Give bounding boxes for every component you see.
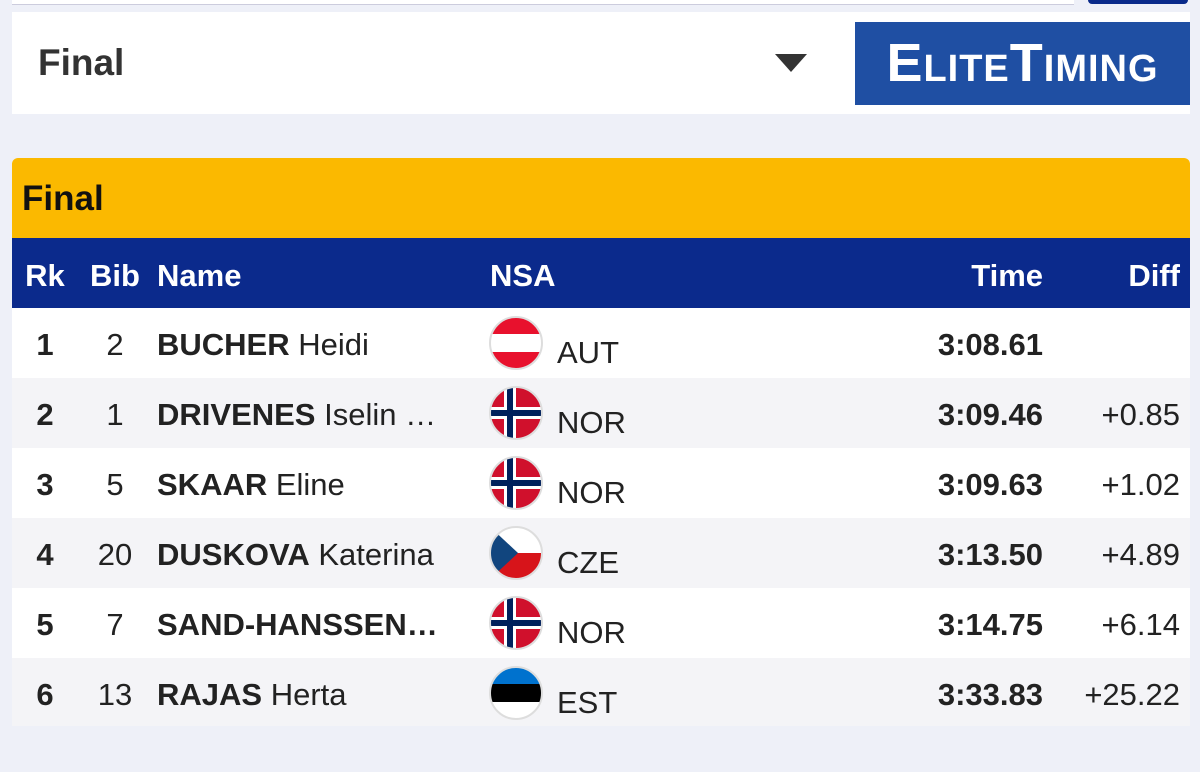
column-label: Bib [90, 258, 140, 293]
column-label: Rk [25, 258, 65, 293]
diff: +0.85 [1101, 397, 1180, 432]
top-button[interactable] [1088, 0, 1188, 4]
bib: 2 [106, 327, 124, 362]
diff: +25.22 [1084, 677, 1180, 712]
surname: BUCHER [157, 327, 290, 362]
table-title-bar: Final [12, 158, 1190, 238]
given-name: Katerina [318, 537, 434, 572]
athlete-name: DUSKOVA Katerina [157, 537, 434, 573]
bib: 13 [97, 677, 133, 712]
nsa: AUT [557, 335, 619, 370]
given-name: Herta [270, 677, 347, 712]
rank: 1 [36, 327, 54, 362]
bib: 20 [97, 537, 133, 572]
time: 3:09.63 [937, 467, 1043, 502]
nsa: EST [557, 685, 618, 720]
given-name: Iselin … [324, 397, 437, 432]
bib: 7 [106, 607, 124, 642]
bib: 1 [106, 397, 124, 432]
surname: DRIVENES [157, 397, 316, 432]
diff: +6.14 [1101, 607, 1180, 642]
rank: 5 [36, 607, 54, 642]
flag [489, 316, 543, 370]
race-select[interactable]: Final [38, 42, 125, 83]
result-row: 5 7 SAND-HANSSEN… NOR 3:14.75 +6.14 [12, 588, 1190, 658]
given-name: Eline [275, 467, 345, 502]
result-row: 3 5 SKAAR Eline NOR 3:09.63 +1.02 [12, 448, 1190, 518]
surname: SKAAR [157, 467, 268, 502]
athlete-name: SAND-HANSSEN… [157, 607, 438, 643]
time: 3:13.50 [937, 537, 1043, 572]
result-row: 2 1 DRIVENES Iselin … NOR 3:09.46 +0.85 [12, 378, 1190, 448]
results-table: Final Rk Bib Name NSA Time Diff 1 2 BUCHER Heid… [12, 158, 1190, 726]
top-strip [12, 0, 1074, 5]
result-row: 1 2 BUCHER Heidi AUT 3:08.61 [12, 308, 1190, 378]
rank: 2 [36, 397, 54, 432]
time: 3:33.83 [937, 677, 1043, 712]
given-name: Heidi [298, 327, 369, 362]
result-row: 4 20 DUSKOVA Katerina CZE 3:13.50 +4.89 [12, 518, 1190, 588]
column-label: Diff [1128, 258, 1180, 293]
athlete-name: DRIVENES Iselin … [157, 397, 436, 433]
diff: +1.02 [1101, 467, 1180, 502]
athlete-name: BUCHER Heidi [157, 327, 369, 363]
header: Final EliteTiming [12, 12, 1190, 114]
dropdown-caret[interactable] [775, 54, 807, 72]
logo[interactable]: EliteTiming [855, 22, 1190, 105]
rank: 6 [36, 677, 54, 712]
time: 3:14.75 [937, 607, 1043, 642]
flag [489, 596, 543, 650]
flag [489, 386, 543, 440]
table-title: Final [22, 179, 104, 218]
column-label: Name [157, 258, 242, 293]
athlete-name: RAJAS Herta [157, 677, 347, 713]
flag [489, 666, 543, 720]
flag [489, 526, 543, 580]
column-label: Time [971, 258, 1043, 293]
flag [489, 456, 543, 510]
rank: 3 [36, 467, 54, 502]
nsa: CZE [557, 545, 619, 580]
surname: SAND-HANSSEN… [157, 607, 438, 642]
nsa: NOR [557, 475, 626, 510]
column-header: Rk Bib Name NSA Time Diff [12, 238, 1190, 308]
surname: DUSKOVA [157, 537, 310, 572]
column-label: NSA [490, 258, 556, 293]
nsa: NOR [557, 615, 626, 650]
time: 3:09.46 [937, 397, 1043, 432]
athlete-name: SKAAR Eline [157, 467, 345, 503]
bib: 5 [106, 467, 124, 502]
diff: +4.89 [1101, 537, 1180, 572]
nsa: NOR [557, 405, 626, 440]
result-row: 6 13 RAJAS Herta EST 3:33.83 +25.22 [12, 658, 1190, 726]
rank: 4 [36, 537, 54, 572]
time: 3:08.61 [937, 327, 1043, 362]
surname: RAJAS [157, 677, 263, 712]
